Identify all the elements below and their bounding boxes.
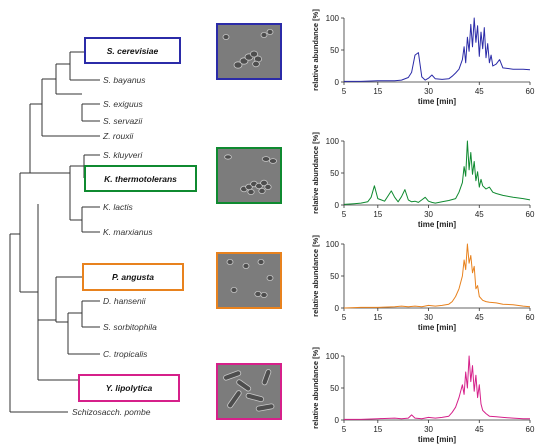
species-box-cerevisiae: S. cerevisiae — [84, 37, 181, 64]
chart-canvas: 0 50 100 5 15 30 45 60 time [min] relative abunda… — [311, 132, 535, 229]
x-tick-label: 45 — [475, 425, 484, 434]
y-tick-label: 100 — [326, 14, 340, 23]
micrograph-lipolytica — [216, 363, 282, 420]
micrograph-image — [226, 259, 274, 299]
y-tick-label: 0 — [335, 201, 340, 210]
y-tick-label: 50 — [330, 384, 339, 393]
x-tick-label: 30 — [424, 210, 433, 219]
species-label: C. tropicalis — [103, 349, 148, 359]
species-label: S. kluyveri — [103, 150, 143, 160]
x-tick-label: 60 — [526, 313, 535, 322]
x-tick-label: 30 — [424, 425, 433, 434]
chart-canvas: 0 50 100 5 15 30 45 60 time [min] relative abunda… — [311, 235, 535, 332]
x-axis-label: time [min] — [418, 323, 457, 332]
species-label: K. marxianus — [103, 227, 153, 237]
species-label: Schizosacch. pombe — [72, 407, 151, 417]
y-tick-label: 50 — [330, 272, 339, 281]
y-tick-label: 50 — [330, 46, 339, 55]
chart-canvas: 0 50 100 5 15 30 45 60 time [min] relative abunda… — [311, 9, 535, 106]
x-tick-label: 5 — [342, 425, 347, 434]
chromatogram-series-line — [344, 355, 530, 420]
y-axis-label: relative abundance [%] — [311, 235, 320, 317]
x-tick-label: 30 — [424, 87, 433, 96]
chromatogram-series-line — [343, 243, 531, 309]
micrograph-angusta — [216, 252, 282, 309]
x-tick-label: 5 — [342, 87, 347, 96]
x-tick-label: 15 — [373, 313, 382, 322]
x-tick-label: 30 — [424, 313, 433, 322]
species-label: S. servazii — [103, 116, 143, 126]
x-tick-label: 60 — [526, 210, 535, 219]
phylogenetic-tree — [9, 51, 100, 413]
x-tick-label: 5 — [342, 210, 347, 219]
micrograph-thermotolerans — [216, 147, 282, 204]
species-box-lipolytica: Y. lipolytica — [78, 374, 180, 402]
species-box-angusta: P. angusta — [82, 263, 184, 291]
y-axis-label: relative abundance [%] — [311, 132, 320, 214]
y-axis-label: relative abundance [%] — [311, 9, 320, 91]
chromatogram-series-line — [343, 140, 531, 205]
chromatogram-thermotolerans: 0 50 100 5 15 30 45 60 time [min] relative abunda… — [300, 132, 550, 233]
species-label: S. bayanus — [103, 75, 146, 85]
species-label: K. lactis — [103, 202, 133, 212]
species-label: D. hansenii — [103, 296, 146, 306]
species-box-thermotolerans: K. thermotolerans — [84, 165, 197, 192]
x-tick-label: 60 — [526, 87, 535, 96]
tree-branches — [9, 51, 100, 413]
species-label: S. exiguus — [103, 99, 143, 109]
y-tick-label: 50 — [330, 169, 339, 178]
chromatogram-cerevisiae: 0 50 100 5 15 30 45 60 time [min] relative abunda… — [300, 9, 550, 110]
chromatogram-lipolytica: 0 50 100 5 15 30 45 60 time [min] relative abunda… — [300, 347, 550, 448]
y-tick-label: 0 — [335, 304, 340, 313]
x-tick-label: 5 — [342, 313, 347, 322]
chart-canvas: 0 50 100 5 15 30 45 60 time [min] relative abunda… — [311, 347, 535, 444]
micrograph-image — [224, 154, 278, 196]
y-tick-label: 0 — [335, 78, 340, 87]
y-tick-label: 100 — [326, 137, 340, 146]
micrograph-cerevisiae — [216, 23, 282, 80]
x-tick-label: 45 — [475, 313, 484, 322]
x-tick-label: 45 — [475, 87, 484, 96]
x-tick-label: 15 — [373, 210, 382, 219]
species-label: S. sorbitophila — [103, 322, 157, 332]
x-tick-label: 60 — [526, 425, 535, 434]
chromatogram-angusta: 0 50 100 5 15 30 45 60 time [min] relative abunda… — [300, 235, 550, 336]
y-tick-label: 100 — [326, 240, 340, 249]
micrograph-image — [223, 369, 275, 412]
x-tick-label: 45 — [475, 210, 484, 219]
x-axis-label: time [min] — [418, 97, 457, 106]
micrograph-image — [222, 29, 274, 69]
x-tick-label: 15 — [373, 425, 382, 434]
species-label: Z. rouxii — [103, 131, 134, 141]
x-tick-label: 15 — [373, 87, 382, 96]
chromatogram-series-line — [344, 17, 531, 82]
y-axis-label: relative abundance [%] — [311, 347, 320, 429]
x-axis-label: time [min] — [418, 435, 457, 444]
y-tick-label: 100 — [326, 352, 340, 361]
y-tick-label: 0 — [335, 416, 340, 425]
x-axis-label: time [min] — [418, 220, 457, 229]
